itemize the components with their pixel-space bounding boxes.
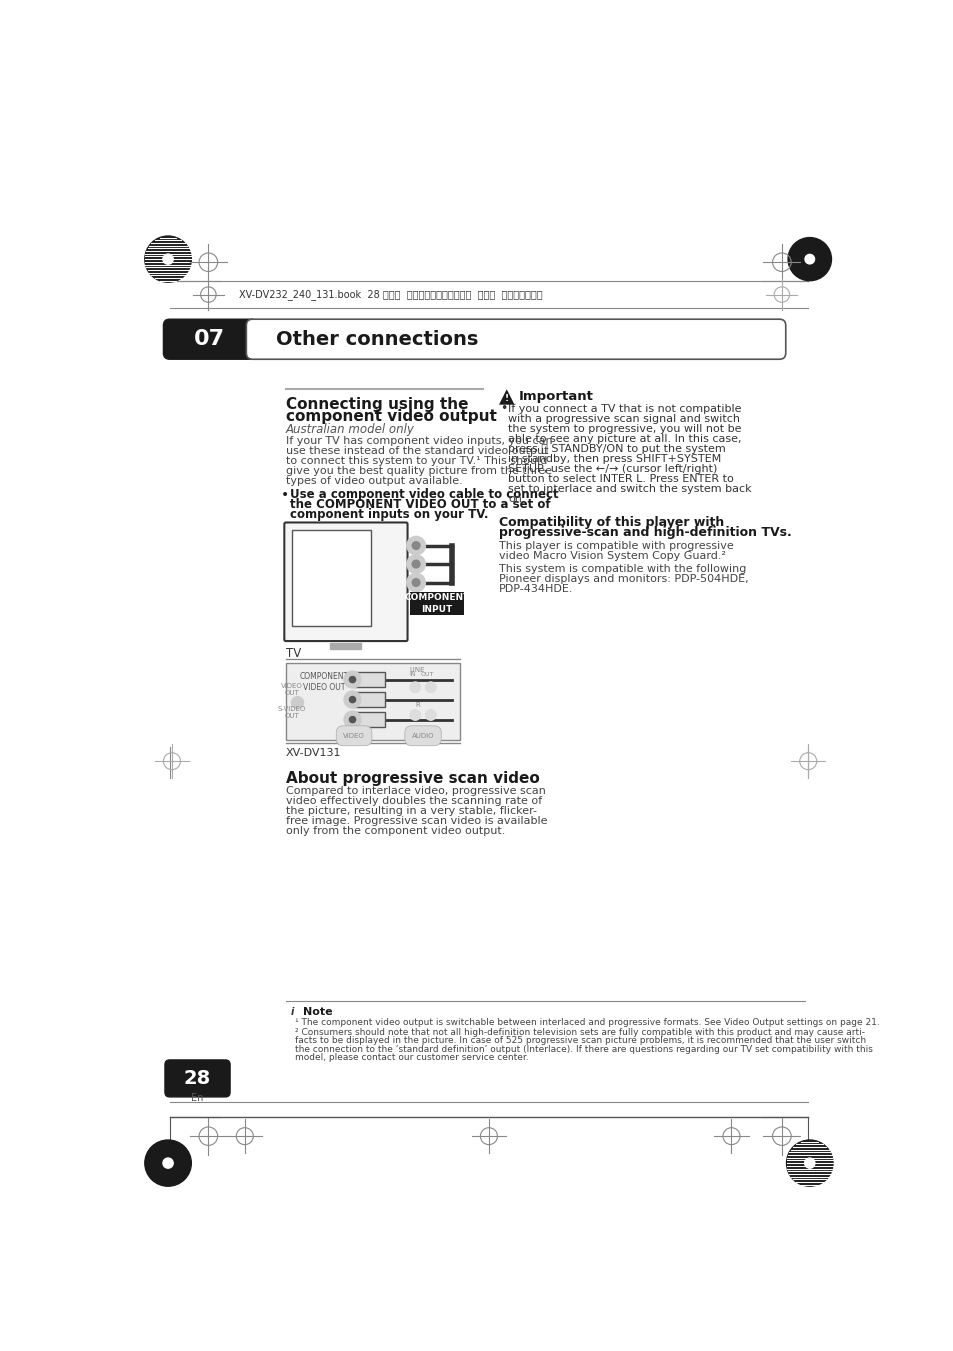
Circle shape bbox=[163, 254, 173, 265]
Text: Important: Important bbox=[518, 390, 594, 404]
Text: types of video output available.: types of video output available. bbox=[286, 476, 462, 486]
Text: video effectively doubles the scanning rate of: video effectively doubles the scanning r… bbox=[286, 796, 541, 807]
Bar bbox=[292, 530, 371, 626]
Text: Connecting using the: Connecting using the bbox=[286, 397, 468, 412]
FancyBboxPatch shape bbox=[163, 319, 257, 359]
Text: !: ! bbox=[504, 394, 508, 403]
Bar bbox=[354, 712, 385, 727]
Circle shape bbox=[410, 709, 420, 720]
Text: R: R bbox=[415, 703, 419, 708]
Text: component video output: component video output bbox=[286, 409, 497, 424]
Circle shape bbox=[406, 573, 425, 592]
Text: If you connect a TV that is not compatible: If you connect a TV that is not compatib… bbox=[508, 404, 741, 413]
Circle shape bbox=[163, 1158, 173, 1169]
Bar bbox=[410, 592, 464, 615]
Text: facts to be displayed in the picture. In case of 525 progressive scan picture pr: facts to be displayed in the picture. In… bbox=[294, 1036, 865, 1046]
Circle shape bbox=[145, 1140, 192, 1186]
Bar bbox=[354, 692, 385, 708]
Text: video Macro Vision System Copy Guard.²: video Macro Vision System Copy Guard.² bbox=[498, 551, 725, 561]
Text: i: i bbox=[290, 1008, 294, 1017]
Text: to connect this system to your TV.¹ This should: to connect this system to your TV.¹ This… bbox=[286, 455, 547, 466]
Text: able to see any picture at all. In this case,: able to see any picture at all. In this … bbox=[508, 434, 741, 443]
Text: 28: 28 bbox=[184, 1069, 211, 1088]
Circle shape bbox=[344, 692, 360, 708]
Text: VIDEO: VIDEO bbox=[343, 732, 365, 739]
Text: press ⏻ STANDBY/ON to put the system: press ⏻ STANDBY/ON to put the system bbox=[508, 443, 725, 454]
Text: set to interlace and switch the system back: set to interlace and switch the system b… bbox=[508, 484, 751, 493]
Text: Other connections: Other connections bbox=[275, 330, 477, 349]
Circle shape bbox=[412, 578, 419, 586]
Text: VIDEO
OUT: VIDEO OUT bbox=[281, 684, 303, 696]
Text: free image. Progressive scan video is available: free image. Progressive scan video is av… bbox=[286, 816, 547, 827]
Text: About progressive scan video: About progressive scan video bbox=[286, 770, 539, 786]
Circle shape bbox=[804, 254, 814, 263]
Text: Use a component video cable to connect: Use a component video cable to connect bbox=[290, 488, 558, 501]
Text: This player is compatible with progressive: This player is compatible with progressi… bbox=[498, 540, 733, 551]
Bar bbox=[354, 671, 385, 688]
Bar bbox=[286, 662, 459, 739]
Circle shape bbox=[291, 697, 303, 709]
Text: in standby, then press SHIFT+SYSTEM: in standby, then press SHIFT+SYSTEM bbox=[508, 454, 720, 463]
Text: progressive-scan and high-definition TVs.: progressive-scan and high-definition TVs… bbox=[498, 526, 791, 539]
Circle shape bbox=[349, 677, 355, 682]
Circle shape bbox=[787, 238, 831, 281]
Text: the COMPONENT VIDEO OUT to a set of: the COMPONENT VIDEO OUT to a set of bbox=[290, 499, 550, 511]
Circle shape bbox=[344, 671, 360, 688]
Text: COMPONENT
VIDEO OUT: COMPONENT VIDEO OUT bbox=[300, 671, 349, 692]
Text: En: En bbox=[192, 1093, 204, 1104]
FancyBboxPatch shape bbox=[246, 319, 785, 359]
Circle shape bbox=[349, 716, 355, 723]
Text: the connection to the ‘standard definition’ output (Interlace). If there are que: the connection to the ‘standard definiti… bbox=[294, 1044, 872, 1054]
Text: Compatibility of this player with: Compatibility of this player with bbox=[498, 516, 723, 530]
Text: This system is compatible with the following: This system is compatible with the follo… bbox=[498, 563, 745, 574]
Polygon shape bbox=[498, 389, 514, 405]
Circle shape bbox=[410, 682, 420, 693]
Circle shape bbox=[425, 682, 436, 693]
Circle shape bbox=[406, 536, 425, 555]
Circle shape bbox=[145, 236, 192, 282]
Text: TV: TV bbox=[286, 647, 301, 659]
Text: component inputs on your TV.: component inputs on your TV. bbox=[290, 508, 488, 521]
Text: give you the best quality picture from the three: give you the best quality picture from t… bbox=[286, 466, 551, 476]
Circle shape bbox=[785, 1140, 832, 1186]
Text: AUDIO: AUDIO bbox=[412, 732, 434, 739]
Circle shape bbox=[803, 1158, 814, 1169]
Text: Pioneer displays and monitors: PDP-504HDE,: Pioneer displays and monitors: PDP-504HD… bbox=[498, 574, 748, 584]
Text: SETUP, use the ←/→ (cursor left/right): SETUP, use the ←/→ (cursor left/right) bbox=[508, 463, 717, 474]
Text: on.: on. bbox=[508, 493, 525, 504]
Text: only from the component video output.: only from the component video output. bbox=[286, 827, 505, 836]
Text: with a progressive scan signal and switch: with a progressive scan signal and switc… bbox=[508, 413, 740, 423]
Text: ¹ The component video output is switchable between interlaced and progressive fo: ¹ The component video output is switchab… bbox=[294, 1019, 879, 1028]
FancyBboxPatch shape bbox=[284, 523, 407, 642]
Text: the system to progressive, you will not be: the system to progressive, you will not … bbox=[508, 424, 741, 434]
Text: XV-DV232_240_131.book  28 ページ  ２００４年１２月２４日  金曜日  午後５時２１分: XV-DV232_240_131.book 28 ページ ２００４年１２月２４日… bbox=[239, 289, 542, 300]
Text: OUT: OUT bbox=[420, 673, 434, 677]
Circle shape bbox=[412, 561, 419, 567]
Text: button to select INTER L. Press ENTER to: button to select INTER L. Press ENTER to bbox=[508, 474, 733, 484]
Text: model, please contact our customer service center.: model, please contact our customer servi… bbox=[294, 1054, 528, 1062]
Text: S-VIDEO
OUT: S-VIDEO OUT bbox=[277, 707, 306, 719]
Text: Note: Note bbox=[303, 1008, 333, 1017]
Text: ² Consumers should note that not all high-definition television sets are fully c: ² Consumers should note that not all hig… bbox=[294, 1028, 864, 1036]
Text: IN: IN bbox=[409, 673, 416, 677]
Circle shape bbox=[349, 697, 355, 703]
Circle shape bbox=[285, 1005, 298, 1019]
Circle shape bbox=[412, 542, 419, 550]
FancyBboxPatch shape bbox=[165, 1061, 230, 1097]
Text: •: • bbox=[500, 403, 507, 415]
Text: 07: 07 bbox=[194, 330, 225, 349]
Text: Australian model only: Australian model only bbox=[286, 423, 415, 436]
Text: Compared to interlace video, progressive scan: Compared to interlace video, progressive… bbox=[286, 786, 545, 796]
Circle shape bbox=[406, 555, 425, 573]
Text: PDP-434HDE.: PDP-434HDE. bbox=[498, 584, 573, 593]
Text: COMPONENT
INPUT: COMPONENT INPUT bbox=[404, 593, 469, 613]
Circle shape bbox=[344, 711, 360, 728]
Text: If your TV has component video inputs, you can: If your TV has component video inputs, y… bbox=[286, 436, 552, 446]
Text: XV-DV131: XV-DV131 bbox=[286, 748, 341, 758]
Text: use these instead of the standard video output: use these instead of the standard video … bbox=[286, 446, 548, 455]
Text: •: • bbox=[280, 488, 289, 501]
Circle shape bbox=[425, 709, 436, 720]
Text: the picture, resulting in a very stable, flicker-: the picture, resulting in a very stable,… bbox=[286, 807, 537, 816]
Text: LINE: LINE bbox=[410, 667, 425, 673]
